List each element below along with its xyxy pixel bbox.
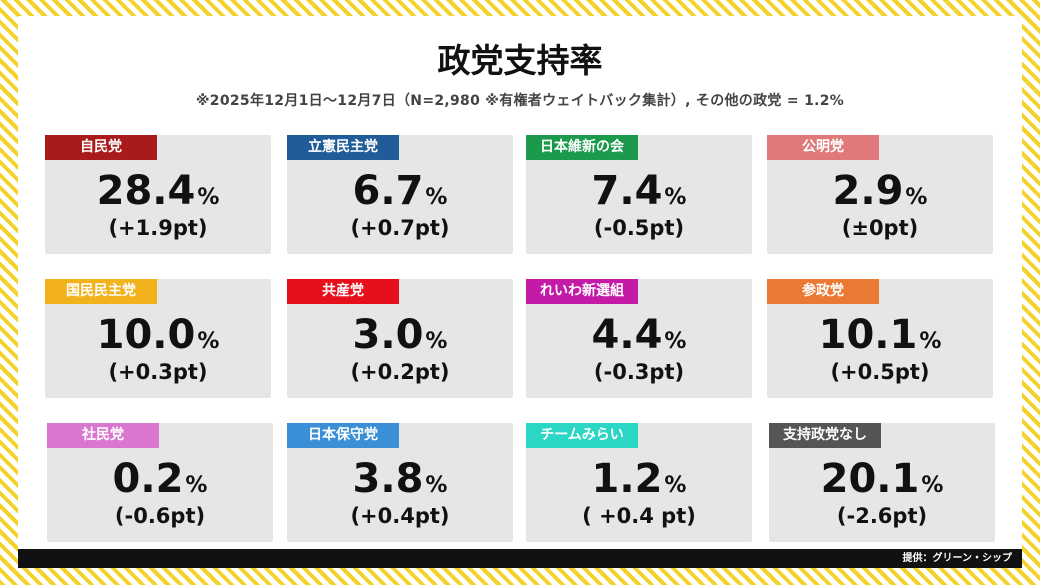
support-change: (-2.6pt) [836,504,928,528]
credit-text: 提供：グリーン・シップ [902,553,1013,564]
party-label: 日本維新の会 [526,135,638,160]
party-card-hoshuto: 日本保守党 3.8% (+0.4pt) [287,423,513,542]
party-label: 社民党 [47,423,159,448]
support-value: 20.1% [820,456,944,502]
party-label: 参政党 [767,279,879,304]
support-value: 10.0% [96,312,220,358]
party-label: 自民党 [45,135,157,160]
support-change: (-0.3pt) [593,360,685,384]
support-change: (±0pt) [841,216,919,240]
main-panel: 政党支持率 ※2025年12月1日～12月7日（N=2,980 ※有権者ウェイト… [18,16,1022,568]
support-value: 28.4% [96,168,220,214]
support-change: (+0.5pt) [830,360,930,384]
support-change: (-0.6pt) [114,504,206,528]
support-value: 3.8% [352,456,448,502]
party-card-cdp: 立憲民主党 6.7% (+0.7pt) [287,135,513,254]
support-change: (+1.9pt) [108,216,208,240]
support-change: (-0.5pt) [593,216,685,240]
party-card-ldp: 自民党 28.4% (+1.9pt) [45,135,271,254]
page-title: 政党支持率 [437,41,603,80]
footer-bar: 提供：グリーン・シップ [18,549,1022,568]
party-label: 公明党 [767,135,879,160]
support-value: 3.0% [352,312,448,358]
party-card-sdp: 社民党 0.2% (-0.6pt) [47,423,273,542]
support-value: 1.2% [591,456,687,502]
party-label: れいわ新選組 [526,279,638,304]
support-value: 0.2% [112,456,208,502]
party-card-ishin: 日本維新の会 7.4% (-0.5pt) [526,135,752,254]
support-value: 4.4% [591,312,687,358]
party-label: 立憲民主党 [287,135,399,160]
party-label: 国民民主党 [45,279,157,304]
survey-note: ※2025年12月1日～12月7日（N=2,980 ※有権者ウェイトバック集計）… [195,93,845,109]
support-change: (+0.7pt) [350,216,450,240]
party-label: 日本保守党 [287,423,399,448]
support-value: 10.1% [818,312,942,358]
support-change: ( +0.4 pt) [582,504,696,528]
party-label: 共産党 [287,279,399,304]
party-card-dpfp: 国民民主党 10.0% (+0.3pt) [45,279,271,398]
party-card-reiwa: れいわ新選組 4.4% (-0.3pt) [526,279,752,398]
party-card-no-party: 支持政党なし 20.1% (-2.6pt) [769,423,995,542]
party-card-komeito: 公明党 2.9% (±0pt) [767,135,993,254]
support-value: 2.9% [832,168,928,214]
support-value: 6.7% [352,168,448,214]
support-change: (+0.3pt) [108,360,208,384]
support-change: (+0.4pt) [350,504,450,528]
party-label: 支持政党なし [769,423,881,448]
party-card-jcp: 共産党 3.0% (+0.2pt) [287,279,513,398]
party-card-team-mirai: チームみらい 1.2% ( +0.4 pt) [526,423,752,542]
support-value: 7.4% [591,168,687,214]
party-card-sanseito: 参政党 10.1% (+0.5pt) [767,279,993,398]
support-change: (+0.2pt) [350,360,450,384]
party-label: チームみらい [526,423,638,448]
